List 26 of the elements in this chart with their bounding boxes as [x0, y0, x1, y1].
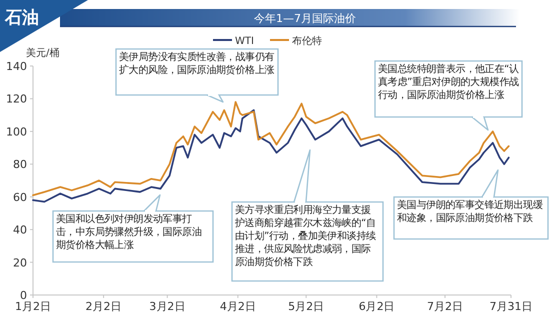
y-tick-label: 60: [13, 190, 27, 204]
x-tick-label: 4月2日: [220, 300, 256, 313]
y-axis-title: 美元/桶: [26, 47, 60, 59]
x-tick-label: 3月2日: [149, 300, 186, 313]
annotation: 美国和以色列对伊朗发动军事打击，中东局势骤然升级，国际原油期货价格大幅上涨: [53, 211, 213, 262]
y-tick-label: 80: [13, 158, 27, 172]
x-tick-label: 7月2日: [426, 300, 463, 313]
legend-label: 布伦特: [292, 35, 322, 47]
annotation: 美国与伊朗的军事交锋近期出现缓和迹象，国际原油期货价格下跌: [394, 197, 548, 239]
y-tick-label: 0: [20, 289, 27, 302]
x-tick-label: 7月31日: [490, 300, 532, 313]
x-tick-label: 6月2日: [358, 300, 395, 313]
y-tick-label: 100: [6, 125, 27, 138]
chart-title: 今年1—7月国际油价: [254, 12, 356, 25]
y-tick-label: 120: [6, 92, 27, 106]
x-tick-label: 1月2日: [15, 300, 51, 313]
x-tick-label: 2月2日: [86, 300, 122, 313]
annotation: 美国总统特朗普表示，他正在“认真考虑”重启对伊朗的大规模作战行动，国际原油期货价格上涨: [375, 61, 522, 117]
legend-label: WTI: [235, 36, 254, 47]
text: 石油: [4, 8, 39, 28]
y-tick-label: 20: [13, 256, 27, 270]
annotation: 美伊局势没有实质性改善，战事仍有扩大的风险，国际原油期货价格上涨: [116, 49, 278, 95]
y-tick-label: 140: [6, 60, 27, 73]
x-tick-label: 5月2日: [288, 300, 324, 313]
y-tick-label: 40: [13, 224, 27, 237]
annotation: 美方寻求重启利用海空力量支援护送商船穿越霍尔木兹海峡的“自由计划”行动，叠加美伊和谈持续推进，供应风险忧虑减弱，国际原油期货价格下跌: [232, 202, 383, 281]
